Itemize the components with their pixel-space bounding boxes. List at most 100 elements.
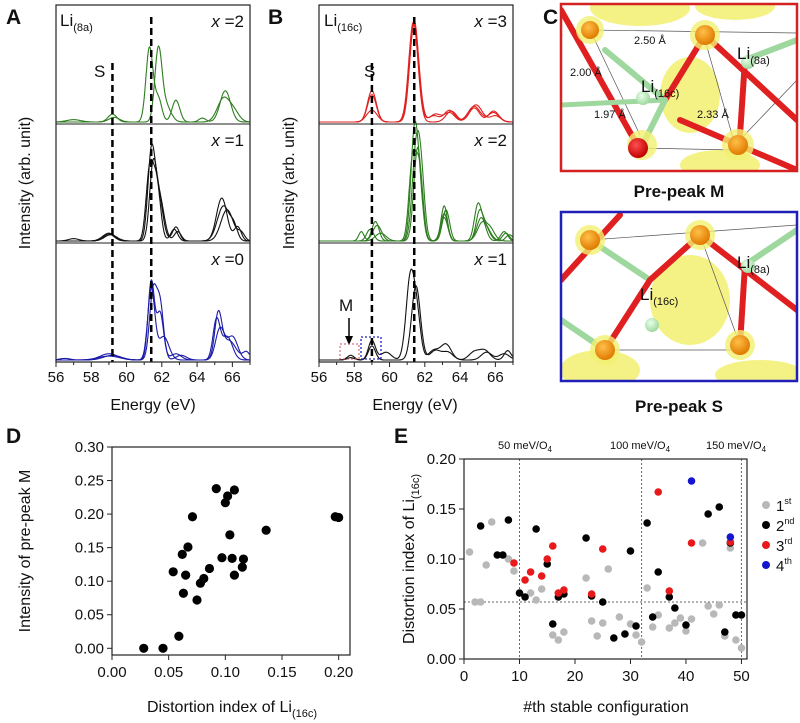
- data-point: [637, 638, 646, 646]
- legend-ordinal: st: [784, 496, 792, 506]
- li-8a-label: Li(8a): [737, 253, 770, 276]
- y-tick-label: 0.00: [427, 651, 456, 668]
- data-point: [632, 622, 640, 630]
- y-axis-label-a: Intensity (arb. unit): [17, 117, 34, 250]
- y-tick-label: 0.15: [75, 540, 104, 557]
- s-label-b: S: [364, 62, 375, 81]
- data-point: [665, 587, 674, 595]
- spectrum-curve: [319, 285, 513, 361]
- spectrum-curve: [56, 46, 250, 123]
- data-point: [532, 525, 540, 533]
- data-point: [715, 503, 724, 511]
- spectrum-curve: [56, 45, 250, 123]
- data-point: [715, 601, 724, 609]
- x-tick-label: 40: [678, 668, 695, 685]
- data-point: [177, 549, 187, 559]
- data-point: [721, 628, 729, 636]
- data-point: [211, 484, 221, 494]
- li-16c-atom: [645, 318, 659, 332]
- panel-c-structures: 2.50 Å 2.00 Å 1.97 Å 2.33 Å Li(16c) Li(8…: [559, 2, 799, 416]
- li-8a-atom: [741, 55, 755, 69]
- data-point: [504, 555, 513, 563]
- data-point: [587, 617, 596, 625]
- concentration-label: x =3: [473, 12, 507, 31]
- x-tick-label: 10: [511, 668, 528, 685]
- data-point: [598, 598, 607, 606]
- data-point: [487, 518, 496, 526]
- data-point: [482, 561, 490, 569]
- data-point: [499, 551, 507, 559]
- concentration-value: =0: [220, 250, 244, 269]
- data-point: [537, 572, 546, 580]
- x-tick-label: 0.15: [267, 664, 296, 681]
- bond-length: 1.97 Å: [594, 108, 626, 121]
- concentration-variable: x: [210, 250, 220, 269]
- x-tick-label: 0: [460, 668, 468, 685]
- data-point: [526, 568, 535, 576]
- data-point: [682, 621, 690, 629]
- data-point: [217, 553, 227, 563]
- legend-marker: [762, 541, 770, 549]
- data-point: [510, 567, 518, 575]
- y-axis-label-d: Intensity of pre-peak M: [17, 470, 34, 633]
- data-point: [582, 534, 590, 542]
- m-highlight-box: [339, 343, 360, 360]
- structure-pre-peak-m: 2.50 Å 2.00 Å 1.97 Å 2.33 Å Li(16c) Li(8…: [561, 4, 797, 171]
- data-point: [168, 567, 178, 577]
- oxygen-atom: [730, 335, 750, 355]
- plot-frame: [111, 446, 351, 656]
- bond-length: 2.50 Å: [634, 34, 666, 47]
- y-tick-label: 0.05: [75, 607, 104, 624]
- data-point: [598, 545, 607, 553]
- y-tick-label: 0.20: [75, 506, 104, 523]
- data-point: [548, 631, 557, 639]
- concentration-variable: x: [473, 250, 483, 269]
- legend-number: 4: [776, 558, 784, 575]
- legend-label: 3rd: [776, 536, 792, 555]
- x-tick-label: 56: [311, 369, 328, 386]
- concentration-value: =1: [220, 131, 244, 150]
- data-point: [238, 554, 249, 564]
- panel-letter-b: B: [268, 6, 283, 29]
- oxygen-atom: [690, 225, 710, 245]
- y-tick-label: 0.10: [427, 551, 456, 568]
- x-tick-label: 56: [48, 369, 65, 386]
- x-tick-label: 0.20: [324, 664, 353, 681]
- y-tick-label: 0.15: [427, 501, 456, 518]
- legend-number: 2: [776, 518, 784, 535]
- m-arrow-head-icon: [345, 336, 353, 345]
- concentration-label: x =0: [210, 250, 244, 269]
- data-point: [687, 477, 696, 485]
- spectrum-curve: [56, 143, 250, 242]
- data-point: [687, 615, 696, 623]
- panel-letter-d: D: [6, 425, 21, 448]
- data-point: [709, 610, 718, 618]
- s-highlight-box: [360, 336, 382, 360]
- data-point: [178, 588, 188, 598]
- data-point: [204, 563, 215, 574]
- x-tick-label: 20: [567, 668, 584, 685]
- data-point: [726, 533, 735, 541]
- data-point: [227, 553, 237, 563]
- y-tick-label: 0.10: [75, 573, 104, 590]
- x-tick-label: 0.00: [97, 664, 126, 681]
- legend-ordinal: rd: [784, 536, 792, 546]
- x-tick-label: 66: [224, 369, 241, 386]
- data-point: [598, 619, 607, 627]
- x-axis-label-e: #th stable configuration: [523, 699, 688, 716]
- data-point: [704, 602, 712, 610]
- data-point: [671, 619, 679, 627]
- data-point: [174, 631, 184, 641]
- s-label-a: S: [94, 62, 105, 81]
- panel-e-scatter: #th stable configuration Distortion inde…: [401, 440, 794, 716]
- concentration-value: =3: [483, 12, 507, 31]
- panel-letter-a: A: [6, 6, 21, 29]
- data-point: [537, 585, 546, 593]
- data-point: [698, 539, 707, 547]
- data-point: [199, 573, 209, 584]
- data-point: [229, 570, 239, 580]
- data-point: [554, 636, 563, 644]
- data-point: [615, 613, 624, 621]
- data-point: [671, 604, 679, 612]
- site-label-a: Li(8a): [60, 11, 93, 34]
